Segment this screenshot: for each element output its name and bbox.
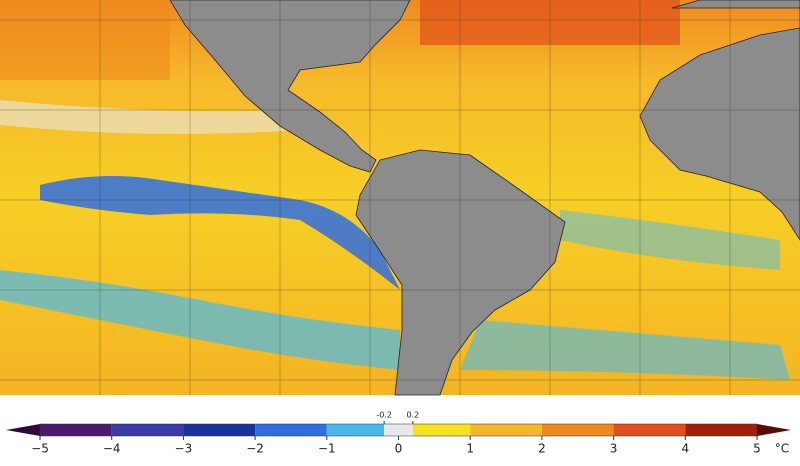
color-segment: [384, 424, 413, 436]
color-segment: [541, 424, 614, 436]
colorbar-end: [757, 424, 791, 436]
tick-label: 1: [466, 442, 474, 456]
color-segment: [470, 424, 542, 436]
color-segment: [412, 424, 471, 436]
color-segment: [183, 424, 256, 436]
cold-patch: [40, 176, 400, 290]
cold-patch: [560, 210, 780, 270]
cold-patch: [460, 320, 790, 380]
tick-label: −4: [103, 442, 121, 456]
tick-label: 0: [395, 442, 403, 456]
tick-label: 2: [538, 442, 546, 456]
colorbar: −5 −4 −3 −2 −1 0 1 2 3 4 5 -0.2 0.2 °C: [6, 411, 791, 456]
color-segment: [255, 424, 327, 436]
color-segment: [685, 424, 757, 436]
color-segment: [613, 424, 686, 436]
warm-patch: [0, 0, 170, 80]
unit-label: °C: [775, 442, 789, 456]
color-segment: [40, 424, 112, 436]
tick-label: 3: [610, 442, 618, 456]
fine-tick-label: 0.2: [406, 411, 419, 420]
tick-label: −1: [318, 442, 336, 456]
tick-label: −3: [175, 442, 193, 456]
north-america: [169, 0, 411, 173]
tick-label: −5: [31, 442, 49, 456]
colorbar-end: [6, 424, 40, 436]
tick-label: 4: [681, 442, 689, 456]
south-america: [355, 149, 566, 396]
africa-europe: [639, 0, 800, 241]
color-segment: [111, 424, 184, 436]
tick-label: 5: [753, 442, 761, 456]
color-segment: [326, 424, 385, 436]
neutral-patch: [0, 100, 300, 134]
map: [0, 0, 800, 396]
tick-label: −2: [246, 442, 264, 456]
graticule: [0, 0, 800, 395]
fine-tick-label: -0.2: [376, 411, 392, 420]
